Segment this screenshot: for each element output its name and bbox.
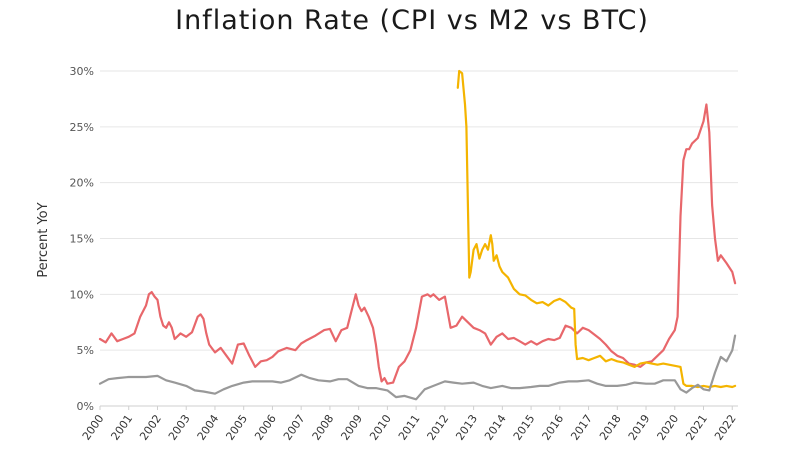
series-layer [98,69,737,401]
x-tick-label: 2009 [338,412,365,442]
x-tick-label: 2000 [80,412,107,442]
x-tick-label: 2021 [683,412,710,442]
x-tick-label: 2015 [511,412,538,442]
series-line-m2 [98,103,737,385]
x-tick-label: 2012 [425,412,452,442]
x-tick-label: 2008 [310,412,337,442]
x-tick-label: 2007 [281,412,308,442]
x-tick-label: 2014 [482,412,509,442]
y-tick-label: 15% [70,233,94,246]
x-tick-label: 2001 [108,412,135,442]
x-tick-label: 2005 [223,412,250,442]
x-tick-label: 2010 [367,412,394,442]
series-line-cpi [98,334,737,401]
x-tick-label: 2006 [252,412,279,442]
y-tick-label: 20% [70,177,94,190]
y-tick-labels: 0% 5% 10% 15% 20% 25% 30% [70,65,94,413]
x-tick-labels: 2000 2001 2002 2003 2004 2005 2006 2007 2008 2009… [80,406,739,443]
x-tick-label: 2022 [712,412,739,442]
x-tick-label: 2018 [597,412,624,442]
y-tick-label: 30% [70,65,94,78]
y-tick-label: 0% [77,400,94,413]
x-tick-label: 2011 [396,412,423,442]
y-axis-label: Percent YoY [36,202,51,277]
x-tick-label: 2003 [166,412,193,442]
x-tick-label: 2016 [540,412,567,442]
y-tick-label: 10% [70,288,94,301]
x-tick-label: 2017 [568,412,595,442]
x-tick-label: 2004 [195,412,222,442]
grid-layer [100,70,738,407]
series-line-btc [456,69,737,389]
x-tick-label: 2019 [626,412,653,442]
x-tick-label: 2013 [453,412,480,442]
y-tick-label: 5% [77,344,94,357]
x-tick-label: 2020 [655,412,682,442]
y-tick-label: 25% [70,121,94,134]
x-tick-label: 2002 [137,412,164,442]
chart-title: Inflation Rate (CPI vs M2 vs BTC) [175,5,649,36]
